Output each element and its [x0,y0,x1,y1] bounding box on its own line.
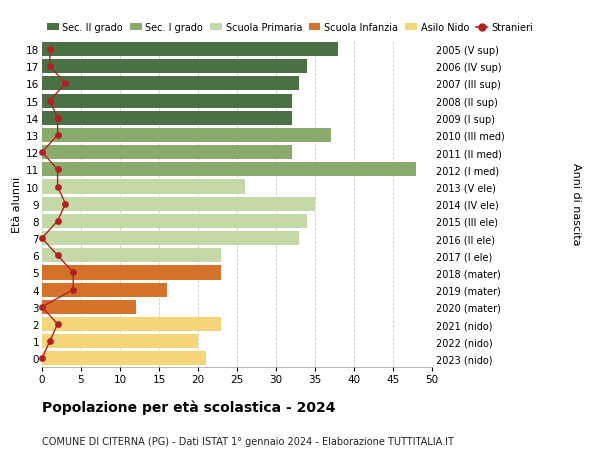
Point [37,149,47,157]
Y-axis label: Anni di nascita: Anni di nascita [571,163,581,246]
Point [53,166,62,174]
Bar [42,283,167,297]
Bar [42,112,292,125]
Point [37,303,47,311]
Point [37,235,47,242]
Point [61,80,70,88]
Bar [42,317,221,331]
Point [45,98,55,105]
Bar [42,77,299,91]
Bar [42,43,338,57]
Bar [42,146,292,160]
Bar [42,249,221,263]
Point [61,201,70,208]
Bar [42,266,221,280]
Point [68,286,78,294]
Point [53,184,62,191]
Point [53,252,62,259]
Bar [42,197,315,211]
Point [45,46,55,54]
Point [53,132,62,140]
Point [37,355,47,362]
Bar [42,180,245,194]
Point [68,269,78,276]
Bar [42,214,307,229]
Bar [42,335,198,348]
Point [45,63,55,71]
Text: COMUNE DI CITERNA (PG) - Dati ISTAT 1° gennaio 2024 - Elaborazione TUTTITALIA.IT: COMUNE DI CITERNA (PG) - Dati ISTAT 1° g… [42,436,454,446]
Bar [42,163,416,177]
Point [53,321,62,328]
Point [53,218,62,225]
Point [53,115,62,122]
Bar [42,129,331,143]
Y-axis label: Età alunni: Età alunni [12,176,22,232]
Bar [42,60,307,74]
Legend: Sec. II grado, Sec. I grado, Scuola Primaria, Scuola Infanzia, Asilo Nido, Stran: Sec. II grado, Sec. I grado, Scuola Prim… [47,23,533,33]
Point [45,338,55,345]
Bar [42,94,292,108]
Bar [42,231,299,246]
Bar [42,300,136,314]
Text: Popolazione per età scolastica - 2024: Popolazione per età scolastica - 2024 [42,399,335,414]
Bar [42,352,206,366]
